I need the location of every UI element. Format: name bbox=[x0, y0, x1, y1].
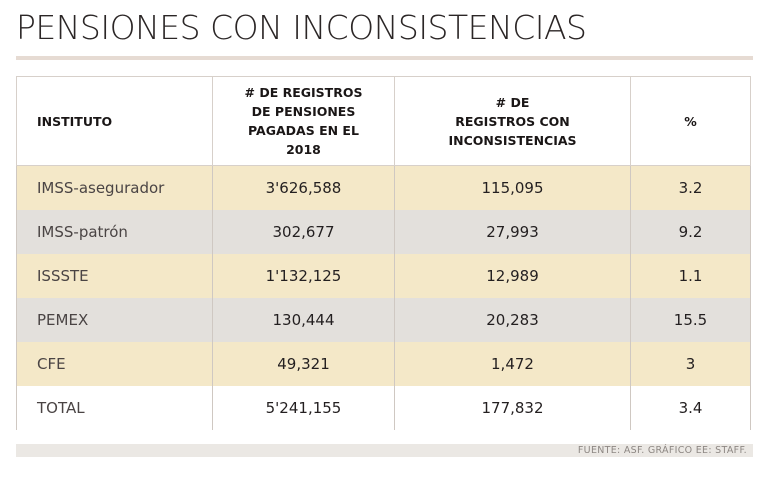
source-footer: FUENTE: ASF. GRÁFICO EE: STAFF. bbox=[16, 444, 753, 457]
table-cell-registros: 130,444 bbox=[212, 298, 395, 342]
table-row-imss-patron: IMSS-patrón 302,677 27,993 9.2 bbox=[16, 210, 751, 254]
table-cell-porcentaje: 3.2 bbox=[630, 165, 751, 210]
table-cell-instituto: PEMEX bbox=[16, 298, 213, 342]
column-header-porcentaje: % bbox=[630, 76, 751, 166]
table-header-row: INSTITUTO # DE REGISTROS DE PENSIONES PA… bbox=[16, 76, 751, 166]
table-cell-registros: 3'626,588 bbox=[212, 165, 395, 210]
column-header-registros-inconsistencias: # DE REGISTROS CON INCONSISTENCIAS bbox=[394, 76, 631, 166]
table-cell-porcentaje: 9.2 bbox=[630, 210, 751, 254]
table-row-issste: ISSSTE 1'132,125 12,989 1.1 bbox=[16, 254, 751, 298]
table-cell-instituto: ISSSTE bbox=[16, 254, 213, 298]
table-cell-instituto: TOTAL bbox=[16, 386, 213, 430]
column-header-label: % bbox=[684, 113, 697, 129]
column-header-label: # DE REGISTROS DE PENSIONES PAGADAS EN E… bbox=[244, 85, 363, 157]
table-cell-porcentaje: 15.5 bbox=[630, 298, 751, 342]
table-cell-inconsistencias: 1,472 bbox=[394, 342, 631, 386]
table-cell-inconsistencias: 115,095 bbox=[394, 165, 631, 210]
table-cell-inconsistencias: 12,989 bbox=[394, 254, 631, 298]
table-cell-inconsistencias: 20,283 bbox=[394, 298, 631, 342]
table-cell-registros: 1'132,125 bbox=[212, 254, 395, 298]
table-row-imss-asegurador: IMSS-asegurador 3'626,588 115,095 3.2 bbox=[16, 165, 751, 210]
table-row-pemex: PEMEX 130,444 20,283 15.5 bbox=[16, 298, 751, 342]
table-cell-instituto: IMSS-asegurador bbox=[16, 165, 213, 210]
table-cell-registros: 49,321 bbox=[212, 342, 395, 386]
source-credit: FUENTE: ASF. GRÁFICO EE: STAFF. bbox=[577, 445, 747, 456]
table-cell-porcentaje: 3.4 bbox=[630, 386, 751, 430]
table-cell-inconsistencias: 177,832 bbox=[394, 386, 631, 430]
column-header-label: INSTITUTO bbox=[37, 113, 113, 129]
table-cell-porcentaje: 1.1 bbox=[630, 254, 751, 298]
table-row-cfe: CFE 49,321 1,472 3 bbox=[16, 342, 751, 386]
column-header-instituto: INSTITUTO bbox=[16, 76, 213, 166]
table-cell-registros: 5'241,155 bbox=[212, 386, 395, 430]
data-table: INSTITUTO # DE REGISTROS DE PENSIONES PA… bbox=[16, 76, 751, 430]
column-header-label: # DE REGISTROS CON INCONSISTENCIAS bbox=[448, 94, 577, 148]
table-row-total: TOTAL 5'241,155 177,832 3.4 bbox=[16, 386, 751, 430]
table-cell-registros: 302,677 bbox=[212, 210, 395, 254]
table-cell-instituto: CFE bbox=[16, 342, 213, 386]
title-divider bbox=[16, 56, 753, 60]
chart-title: PENSIONES CON INCONSISTENCIAS bbox=[16, 8, 587, 47]
table-cell-instituto: IMSS-patrón bbox=[16, 210, 213, 254]
column-header-registros-pagadas: # DE REGISTROS DE PENSIONES PAGADAS EN E… bbox=[212, 76, 395, 166]
table-cell-porcentaje: 3 bbox=[630, 342, 751, 386]
table-cell-inconsistencias: 27,993 bbox=[394, 210, 631, 254]
